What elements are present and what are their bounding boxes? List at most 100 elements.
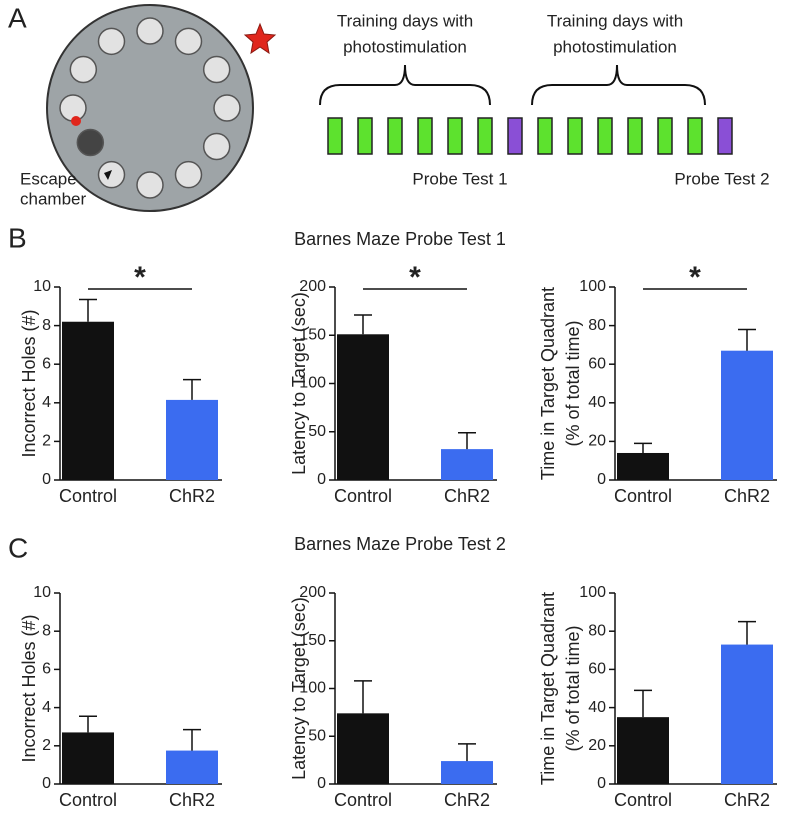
bar [337, 334, 389, 480]
significance-label: * [689, 261, 701, 294]
training-day [417, 117, 433, 155]
y-axis-label: Latency to Target (sec) [289, 292, 309, 475]
error-bar [738, 620, 756, 645]
x-tick-label: Control [334, 486, 392, 506]
panel-label: C [8, 532, 28, 563]
maze-hole [202, 55, 231, 84]
error-bar [458, 431, 476, 450]
y-tick-label: 150 [299, 632, 326, 649]
visual-cue-dot [71, 116, 81, 126]
training-label: Training days with [547, 11, 683, 30]
training-label: photostimulation [553, 37, 677, 56]
y-axis-label: (% of total time) [563, 625, 583, 751]
x-tick-label: ChR2 [444, 790, 490, 810]
y-tick-label: 50 [308, 727, 326, 744]
y-axis-label: (% of total time) [563, 320, 583, 446]
error-bar [183, 378, 201, 400]
y-axis-label: Incorrect Holes (#) [19, 614, 39, 762]
y-tick-label: 40 [588, 699, 606, 716]
y-tick-label: 100 [299, 375, 326, 392]
x-tick-label: ChR2 [169, 486, 215, 506]
y-tick-label: 40 [588, 394, 606, 411]
day-boxes [327, 117, 733, 155]
probe-label: Probe Test 2 [674, 169, 769, 188]
panel-label: B [8, 222, 27, 253]
y-tick-label: 100 [579, 278, 606, 295]
error-bar [183, 728, 201, 751]
y-tick-label: 60 [588, 355, 606, 372]
brace [531, 64, 706, 106]
training-day [687, 117, 703, 155]
escape-hole [76, 128, 105, 157]
maze-platform [46, 4, 254, 212]
training-label: Training days with [337, 11, 473, 30]
section-title: Barnes Maze Probe Test 1 [294, 229, 506, 249]
y-tick-label: 0 [597, 775, 606, 792]
bar [62, 321, 114, 480]
y-axis-label: Incorrect Holes (#) [19, 309, 39, 457]
y-tick-label: 0 [317, 775, 326, 792]
training-day [627, 117, 643, 155]
escape-label: Escape [20, 169, 77, 188]
y-tick-label: 4 [42, 699, 51, 716]
y-tick-label: 4 [42, 394, 51, 411]
maze-hole [174, 27, 203, 56]
bar [721, 644, 773, 784]
maze-holes [59, 17, 241, 199]
x-tick-label: ChR2 [169, 790, 215, 810]
error-bar [354, 314, 372, 335]
training-day [597, 117, 613, 155]
bar [337, 713, 389, 784]
maze-hole [97, 160, 126, 189]
y-tick-label: 0 [42, 471, 51, 488]
maze-hole [213, 94, 241, 122]
section-title: Barnes Maze Probe Test 2 [294, 534, 506, 554]
y-tick-label: 100 [299, 680, 326, 697]
bar [62, 732, 114, 784]
maze-diagram: Escape chamber [20, 4, 277, 212]
y-tick-label: 80 [588, 622, 606, 639]
y-tick-label: 0 [317, 471, 326, 488]
training-day [357, 117, 373, 155]
maze-hole [174, 160, 203, 189]
y-tick-label: 8 [42, 317, 51, 334]
brace [319, 64, 491, 106]
x-tick-label: ChR2 [724, 790, 770, 810]
y-tick-label: 10 [33, 584, 51, 601]
y-tick-label: 6 [42, 355, 51, 372]
training-day [447, 117, 463, 155]
significance-label: * [134, 261, 146, 294]
y-axis-label: Time in Target Quadrant [538, 592, 558, 785]
training-label: photostimulation [343, 37, 467, 56]
probe-label: Probe Test 1 [412, 169, 507, 188]
error-bar [354, 680, 372, 714]
y-tick-label: 0 [597, 471, 606, 488]
error-bar [79, 298, 97, 322]
y-tick-label: 0 [42, 775, 51, 792]
panel-label: A [8, 2, 27, 33]
x-tick-label: Control [59, 486, 117, 506]
y-tick-label: 200 [299, 584, 326, 601]
maze-hole [69, 55, 98, 84]
x-tick-label: Control [59, 790, 117, 810]
y-tick-label: 60 [588, 661, 606, 678]
escape-arrow [104, 170, 112, 180]
y-tick-label: 20 [588, 737, 606, 754]
y-tick-label: 10 [33, 278, 51, 295]
probe-day [507, 117, 523, 155]
training-day [537, 117, 553, 155]
significance-label: * [409, 261, 421, 294]
bar [617, 452, 669, 480]
x-tick-label: Control [614, 790, 672, 810]
training-day [477, 117, 493, 155]
training-day [657, 117, 673, 155]
training-day [327, 117, 343, 155]
training-day [567, 117, 583, 155]
y-tick-label: 150 [299, 326, 326, 343]
error-bar [634, 442, 652, 453]
error-bar [738, 328, 756, 351]
y-axis-label: Latency to Target (sec) [289, 597, 309, 780]
error-bar [79, 715, 97, 733]
probe-day [717, 117, 733, 155]
